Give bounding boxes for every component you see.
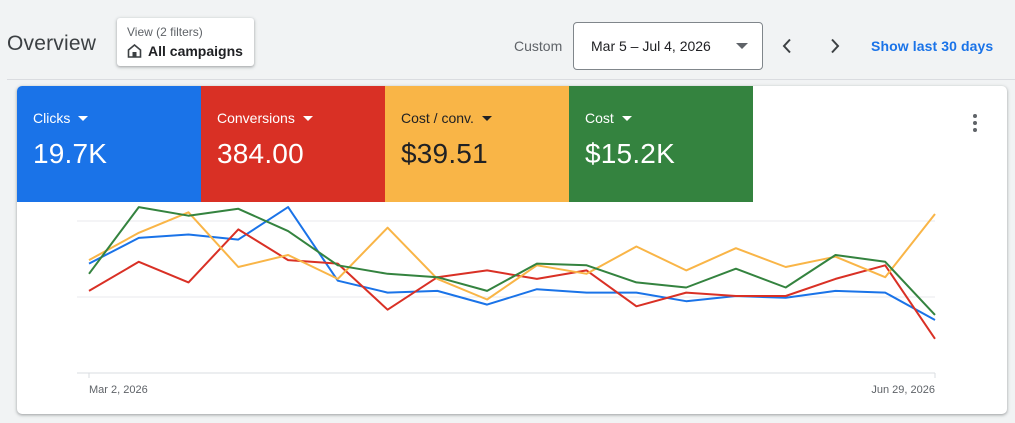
series-line-conversions <box>88 228 936 340</box>
series-line-cost-conv <box>88 211 936 301</box>
header-divider <box>7 79 1015 80</box>
dropdown-arrow-icon <box>736 43 748 49</box>
next-period-button[interactable] <box>821 32 849 60</box>
date-range-dropdown[interactable]: Mar 5 – Jul 4, 2026 <box>573 22 763 70</box>
x-tick-label-start: Mar 2, 2026 <box>89 384 148 396</box>
series-line-cost <box>88 206 936 316</box>
performance-line-chart: Mar 2, 2026 Jun 29, 2026 <box>77 206 936 396</box>
view-filter-caption: View (2 filters) <box>127 25 203 39</box>
performance-card: Clicks 19.7K Conversions 384.00 Cost / c… <box>17 86 1007 414</box>
view-filter-chip[interactable]: View (2 filters) All campaigns <box>117 18 254 66</box>
dropdown-arrow-icon <box>481 115 492 121</box>
more-options-button[interactable] <box>965 111 985 135</box>
metric-name: Cost <box>585 110 614 126</box>
chevron-right-icon <box>831 38 840 54</box>
metric-name: Conversions <box>217 110 295 126</box>
metric-tile-cost[interactable]: Cost $15.2K <box>569 86 753 202</box>
custom-range-label: Custom <box>514 38 563 54</box>
metric-value: 384.00 <box>217 138 304 169</box>
metric-tile-cost-per-conversion[interactable]: Cost / conv. $39.51 <box>385 86 569 202</box>
store-icon <box>127 44 142 58</box>
series-line-clicks <box>88 206 936 321</box>
page-title: Overview <box>7 32 97 55</box>
more-vert-icon <box>973 114 977 118</box>
show-last-30-days-link[interactable]: Show last 30 days <box>871 38 994 54</box>
dropdown-arrow-icon <box>621 115 632 121</box>
series-layer <box>88 206 936 340</box>
more-vert-icon <box>973 121 977 125</box>
x-tick-label-end: Jun 29, 2026 <box>871 384 935 396</box>
more-vert-icon <box>973 128 977 132</box>
previous-period-button[interactable] <box>773 32 801 60</box>
view-filter-label: All campaigns <box>148 43 243 59</box>
metric-tiles: Clicks 19.7K Conversions 384.00 Cost / c… <box>17 86 753 202</box>
metric-value: 19.7K <box>33 138 108 169</box>
metric-tile-conversions[interactable]: Conversions 384.00 <box>201 86 385 202</box>
metric-name: Cost / conv. <box>401 110 474 126</box>
date-range-value: Mar 5 – Jul 4, 2026 <box>591 38 711 54</box>
metric-name: Clicks <box>33 110 71 126</box>
metric-value: $15.2K <box>585 138 675 169</box>
chevron-left-icon <box>782 38 791 54</box>
metric-value: $39.51 <box>401 138 488 169</box>
metric-tile-clicks[interactable]: Clicks 19.7K <box>17 86 201 202</box>
dropdown-arrow-icon <box>78 115 89 121</box>
dropdown-arrow-icon <box>302 115 313 121</box>
